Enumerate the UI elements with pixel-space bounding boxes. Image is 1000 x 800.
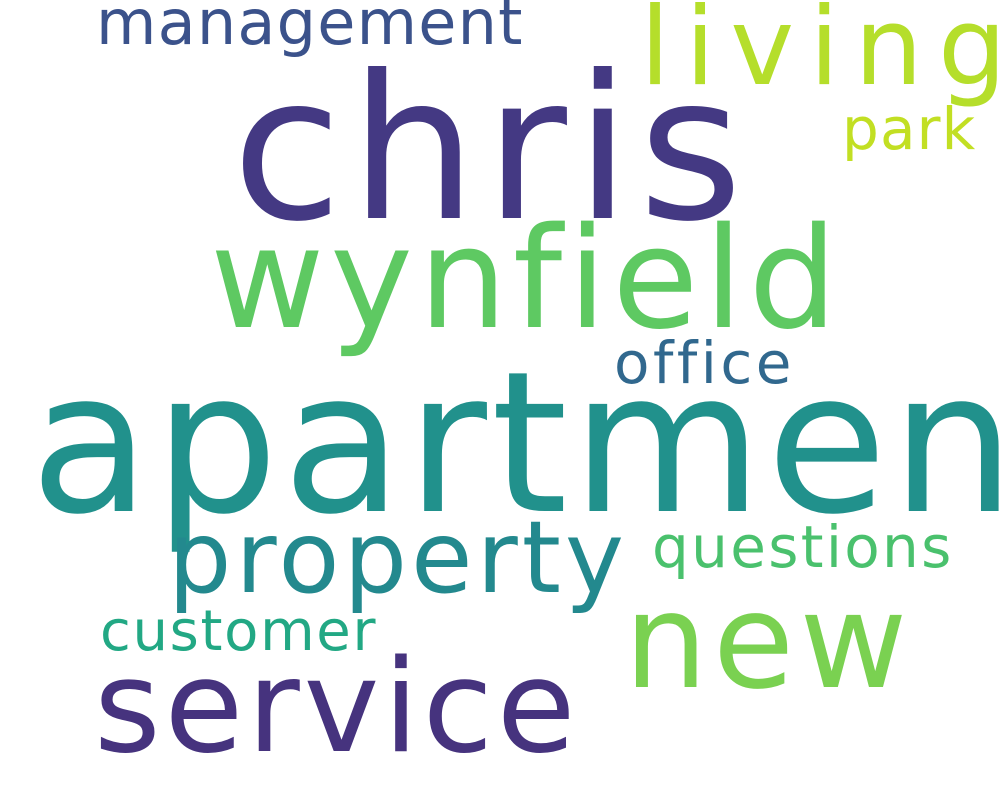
word-chris: chris bbox=[232, 33, 751, 266]
word-management: management bbox=[96, 0, 524, 59]
word-service: service bbox=[94, 633, 580, 782]
word-questions: questions bbox=[652, 513, 954, 581]
word-apartment: apartment bbox=[30, 330, 1000, 558]
word-living: living bbox=[640, 0, 1000, 110]
word-new: new bbox=[624, 565, 913, 719]
word-office: office bbox=[614, 329, 795, 397]
word-property: property bbox=[168, 499, 629, 616]
word-customer: customer bbox=[100, 599, 378, 664]
word-wynfield: wynfield bbox=[210, 198, 843, 361]
word-park: park bbox=[842, 95, 977, 163]
